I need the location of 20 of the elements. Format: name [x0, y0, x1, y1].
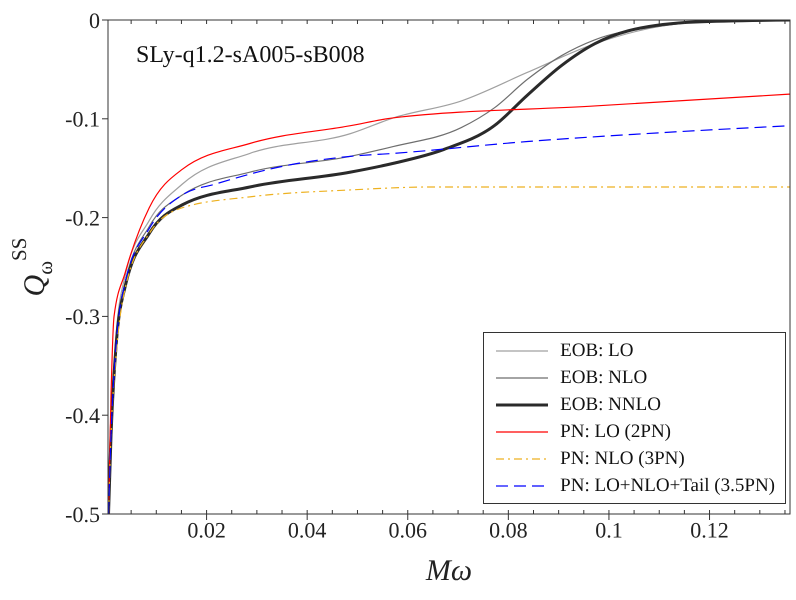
legend-label: EOB: NNLO: [560, 394, 661, 416]
y-tick-label: -0.1: [65, 106, 100, 132]
x-tick-label: 0.06: [388, 518, 428, 543]
legend-label: EOB: NLO: [560, 366, 648, 388]
legend-label: EOB: LO: [560, 340, 634, 362]
x-tick-label: 0.12: [690, 518, 729, 543]
legend-label: PN: LO (2PN): [560, 420, 671, 442]
y-tick-label: -0.3: [65, 304, 100, 330]
x-axis-title: Mω: [424, 554, 472, 587]
y-tick-label: 0: [89, 8, 100, 33]
y-tick-label: -0.5: [65, 502, 100, 527]
x-tick-label: 0.04: [288, 518, 326, 543]
legend-label: PN: NLO (3PN): [560, 448, 685, 470]
legend-label: PN: LO+NLO+Tail (3.5PN): [560, 474, 775, 496]
x-tick-label: 0.1: [595, 518, 623, 543]
x-tick-label: 0.08: [489, 518, 528, 543]
annotation: SLy-q1.2-sA005-sB008: [136, 42, 365, 68]
x-tick-label: 0.02: [187, 518, 226, 543]
y-tick-label: -0.2: [65, 205, 100, 230]
y-tick-label: -0.4: [65, 403, 100, 428]
